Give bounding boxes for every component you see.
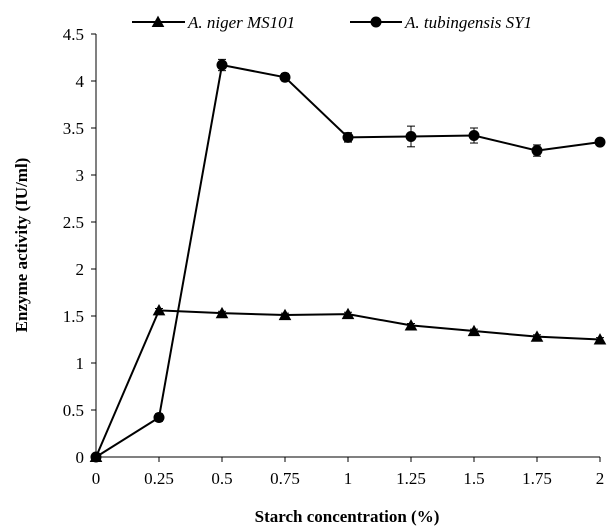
y-tick-label: 1.5 (63, 307, 84, 326)
data-point (341, 307, 355, 320)
axes: 0 0.5 1 1.5 2 2.5 3 3.5 4 4.5 0 0.25 0.5 0.75 1 1.25 1.5… (63, 25, 605, 488)
x-tick-label: 0.25 (144, 469, 174, 488)
x-tick-label: 1.25 (396, 469, 426, 488)
x-tick-label: 2 (596, 469, 605, 488)
y-tick-label: 2 (76, 260, 85, 279)
data-point (215, 306, 229, 319)
legend-marker (151, 15, 165, 28)
data-point (593, 333, 607, 345)
y-tick-label: 0.5 (63, 401, 84, 420)
y-tick-label: 0 (76, 448, 85, 467)
data-point (467, 324, 481, 337)
data-point (153, 412, 165, 424)
legend: A. niger MS101 A. tubingensis SY1 (132, 13, 532, 32)
x-tick-label: 0.5 (211, 469, 232, 488)
y-tick-label: 3.5 (63, 119, 84, 138)
data-point (342, 131, 354, 143)
x-tick-label: 0 (92, 469, 101, 488)
y-tick-label: 1 (76, 354, 85, 373)
data-point (405, 130, 417, 142)
series-a-niger-ms101 (89, 304, 607, 463)
series-a-tubingensis-sy1 (90, 58, 606, 463)
data-point (216, 59, 228, 71)
data-point (279, 71, 291, 83)
data-point (594, 136, 606, 148)
legend-label: A. tubingensis SY1 (404, 13, 532, 32)
y-axis-title: Enzyme activity (IU/ml) (12, 158, 31, 333)
data-point (152, 304, 166, 316)
x-axis-title: Starch concentration (%) (255, 507, 440, 526)
y-tick-label: 4 (76, 72, 85, 91)
x-tick-label: 1 (344, 469, 353, 488)
y-tick-label: 4.5 (63, 25, 84, 44)
data-point (404, 319, 418, 331)
series-line (95, 309, 601, 458)
legend-item: A. tubingensis SY1 (350, 13, 532, 32)
legend-label: A. niger MS101 (187, 13, 295, 32)
data-point (278, 308, 292, 321)
legend-item: A. niger MS101 (132, 13, 295, 32)
x-tick-label: 1.5 (463, 469, 484, 488)
legend-marker (370, 16, 382, 28)
x-tick-label: 1.75 (522, 469, 552, 488)
data-point (530, 330, 544, 342)
series-line (95, 63, 601, 458)
series-layer (89, 58, 607, 463)
y-tick-label: 3 (76, 166, 85, 185)
data-point (90, 451, 102, 463)
data-point (468, 130, 480, 142)
x-tick-label: 0.75 (270, 469, 300, 488)
y-tick-label: 2.5 (63, 213, 84, 232)
data-point (531, 145, 543, 157)
